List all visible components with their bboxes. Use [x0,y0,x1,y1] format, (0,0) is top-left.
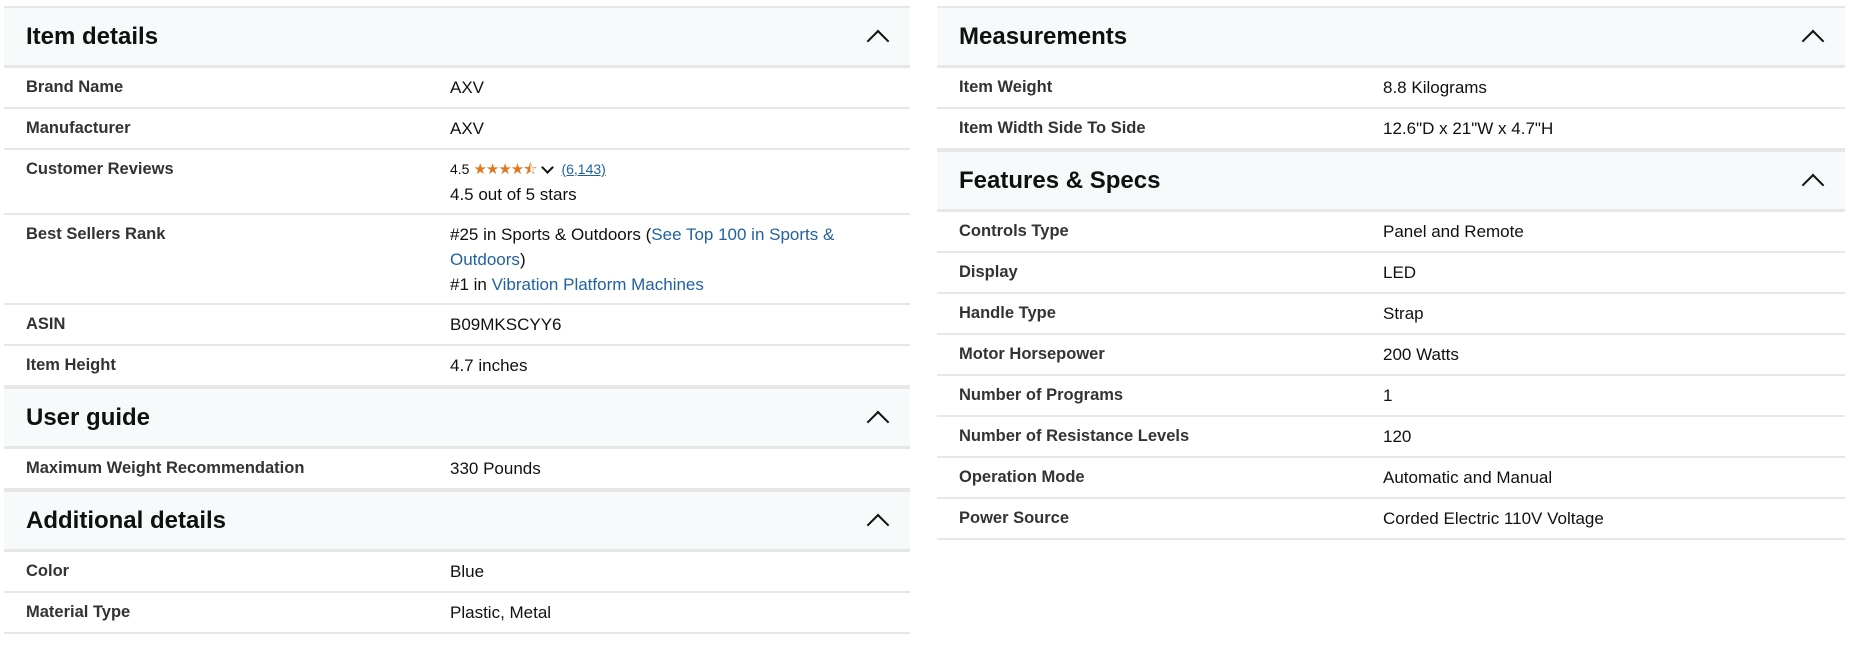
row-value: 8.8 Kilograms [1383,78,1487,97]
table-row: Number of Resistance Levels 120 [937,417,1845,458]
section-header[interactable]: User guide [4,387,910,449]
review-count-link[interactable]: (6,143) [561,161,606,177]
table-row: Number of Programs 1 [937,376,1845,417]
row-label: Manufacturer [26,119,131,137]
section-header[interactable]: Item details [4,6,910,68]
row-value: 1 [1383,386,1393,405]
row-value: 12.6"D x 21"W x 4.7"H [1383,119,1554,138]
section-header[interactable]: Measurements [937,6,1845,68]
section-title: Measurements [959,22,1128,50]
table-row: Item Height 4.7 inches [4,346,910,387]
table-row: Operation Mode Automatic and Manual [937,458,1845,499]
row-label: Best Sellers Rank [26,225,166,243]
row-label: Number of Programs [959,386,1124,404]
table-row: Item Weight 8.8 Kilograms [937,68,1845,109]
row-label: Brand Name [26,78,124,96]
section-item-details: Item details Brand Name AXV Manufacturer AXV… [4,6,910,387]
row-label: Item Weight [959,78,1053,96]
row-label: Material Type [26,603,131,621]
table-row: Customer Reviews 4.5 ★★★★⯪ (6,143) 4.5 out o… [4,150,910,215]
table-row: Color Blue [4,552,910,593]
table-row: Brand Name AXV [4,68,910,109]
rank-line: #25 in Sports & Outdoors (See Top 100 in… [450,222,910,272]
rank-text: ) [519,250,526,269]
chevron-up-icon[interactable] [866,29,890,52]
row-label: Controls Type [959,222,1069,240]
chevron-down-icon[interactable] [541,161,555,174]
section-title: User guide [26,403,151,431]
row-value: AXV [450,78,485,97]
row-label: Handle Type [959,304,1056,322]
table-row: Material Type Plastic, Metal [4,593,910,634]
table-row: Item Width Side To Side 12.6"D x 21"W x 4… [937,109,1845,150]
rank-text: #25 in Sports & Outdoors ( [450,225,652,244]
row-value: 4.5 ★★★★⯪ (6,143) 4.5 out of 5 stars [450,157,910,213]
row-label: ASIN [26,315,66,333]
row-value: 4.7 inches [450,356,528,375]
row-value: AXV [450,119,485,138]
rating-summary: 4.5 out of 5 stars [450,185,577,204]
row-label: Display [959,263,1018,281]
row-value: Corded Electric 110V Voltage [1383,509,1604,528]
row-value: 330 Pounds [450,459,541,478]
section-user-guide: User guide Maximum Weight Recommendation 3… [4,387,910,490]
table-row: Best Sellers Rank #25 in Sports & Outdoor… [4,215,910,305]
row-value: 200 Watts [1383,345,1459,364]
chevron-up-icon[interactable] [1801,173,1825,196]
chevron-up-icon[interactable] [866,513,890,536]
row-value: Plastic, Metal [450,603,552,622]
row-label: Item Height [26,356,116,374]
row-label: Number of Resistance Levels [959,427,1190,445]
table-row: Handle Type Strap [937,294,1845,335]
row-value: #25 in Sports & Outdoors (See Top 100 in… [450,222,910,303]
star-rating-icon[interactable]: ★★★★⯪ [473,161,537,178]
table-row: Controls Type Panel and Remote [937,212,1845,253]
section-additional-details: Additional details Color Blue Material Type… [4,490,910,634]
row-label: Motor Horsepower [959,345,1105,363]
row-label: Item Width Side To Side [959,119,1146,137]
row-value: LED [1383,263,1417,282]
section-header[interactable]: Additional details [4,490,910,552]
row-value: Automatic and Manual [1383,468,1553,487]
row-value: Blue [450,562,485,581]
table-row: Manufacturer AXV [4,109,910,150]
section-title: Additional details [26,506,227,534]
row-label: Color [26,562,70,580]
table-row: Maximum Weight Recommendation 330 Pounds [4,449,910,490]
table-row: Power Source Corded Electric 110V Voltage [937,499,1845,540]
section-title: Item details [26,22,159,50]
table-row: Motor Horsepower 200 Watts [937,335,1845,376]
chevron-up-icon[interactable] [866,410,890,433]
table-row: Display LED [937,253,1845,294]
row-label: Customer Reviews [26,160,174,178]
rank-text: #1 in [450,275,492,294]
right-column: Measurements Item Weight 8.8 Kilograms Item… [937,6,1845,540]
table-row: ASIN B09MKSCYY6 [4,305,910,346]
row-value: Strap [1383,304,1424,323]
row-label: Maximum Weight Recommendation [26,459,305,477]
section-title: Features & Specs [959,166,1161,194]
chevron-up-icon[interactable] [1801,29,1825,52]
row-value: 120 [1383,427,1412,446]
section-features-specs: Features & Specs Controls Type Panel and R… [937,150,1845,540]
rating-line: 4.5 ★★★★⯪ (6,143) [450,157,910,182]
category-link[interactable]: Vibration Platform Machines [491,275,704,294]
section-header[interactable]: Features & Specs [937,150,1845,212]
row-value: B09MKSCYY6 [450,315,562,334]
section-measurements: Measurements Item Weight 8.8 Kilograms Item… [937,6,1845,150]
rating-value: 4.5 [450,161,470,177]
row-value: Panel and Remote [1383,222,1524,241]
row-label: Power Source [959,509,1070,527]
left-column: Item details Brand Name AXV Manufacturer AXV… [4,6,910,634]
top-100-link[interactable]: See Top 100 in Sports & Outdoors [450,225,835,269]
row-label: Operation Mode [959,468,1085,486]
rank-line: #1 in Vibration Platform Machines [450,272,910,297]
